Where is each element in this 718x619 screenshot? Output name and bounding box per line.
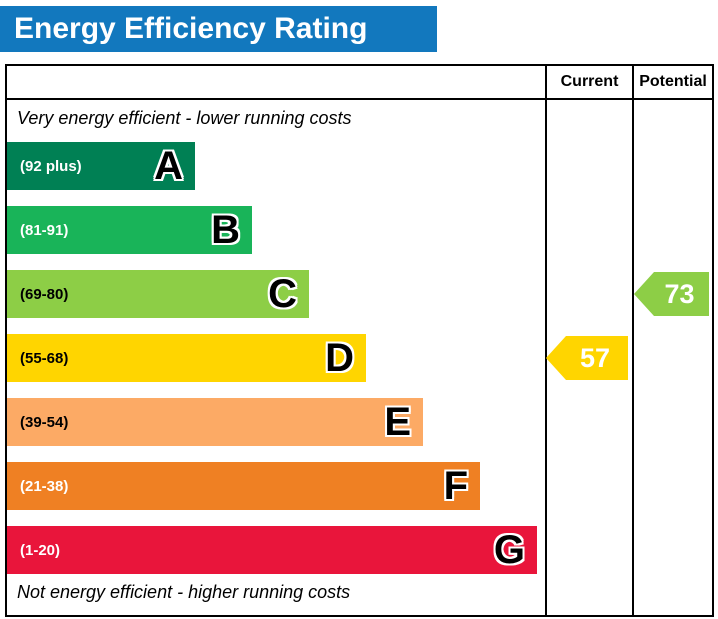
band-g-range: (1-20) <box>20 541 61 559</box>
band-e-letter: E <box>384 400 411 444</box>
band-b-range: (81-91) <box>20 221 69 239</box>
potential-column <box>632 66 714 615</box>
chart-header: Energy Efficiency Rating <box>0 6 437 52</box>
band-f-letter: F <box>443 464 468 508</box>
band-d: (55-68) D <box>7 334 366 382</box>
current-rating-value: 57 <box>579 342 611 373</box>
band-a-range: (92 plus) <box>20 157 82 175</box>
band-a: (92 plus) A <box>7 142 195 190</box>
band-c-letter: C <box>268 272 297 316</box>
rating-table: Current Potential Very energy efficient … <box>5 64 714 617</box>
band-a-letter: A <box>154 144 183 188</box>
band-d-range: (55-68) <box>20 349 69 367</box>
band-d-letter: D <box>325 336 354 380</box>
potential-header: Potential <box>639 73 707 90</box>
band-b-letter: B <box>211 208 240 252</box>
top-note: Very energy efficient - lower running co… <box>17 108 352 128</box>
chart-title: Energy Efficiency Rating <box>14 12 368 45</box>
current-rating-arrow: 57 <box>546 336 628 380</box>
band-f: (21-38) F <box>7 462 480 510</box>
band-g-letter: G <box>493 528 525 572</box>
band-g: (1-20) G <box>7 526 537 574</box>
band-e-range: (39-54) <box>20 413 69 431</box>
band-b: (81-91) B <box>7 206 252 254</box>
band-f-range: (21-38) <box>20 477 69 495</box>
potential-rating-value: 73 <box>664 278 695 309</box>
current-column <box>545 66 632 615</box>
table-head-row: Current Potential <box>7 66 712 100</box>
current-header: Current <box>560 73 619 90</box>
band-c-range: (69-80) <box>20 285 69 303</box>
band-c: (69-80) C <box>7 270 309 318</box>
bottom-note: Not energy efficient - higher running co… <box>17 582 351 602</box>
band-e: (39-54) E <box>7 398 423 446</box>
